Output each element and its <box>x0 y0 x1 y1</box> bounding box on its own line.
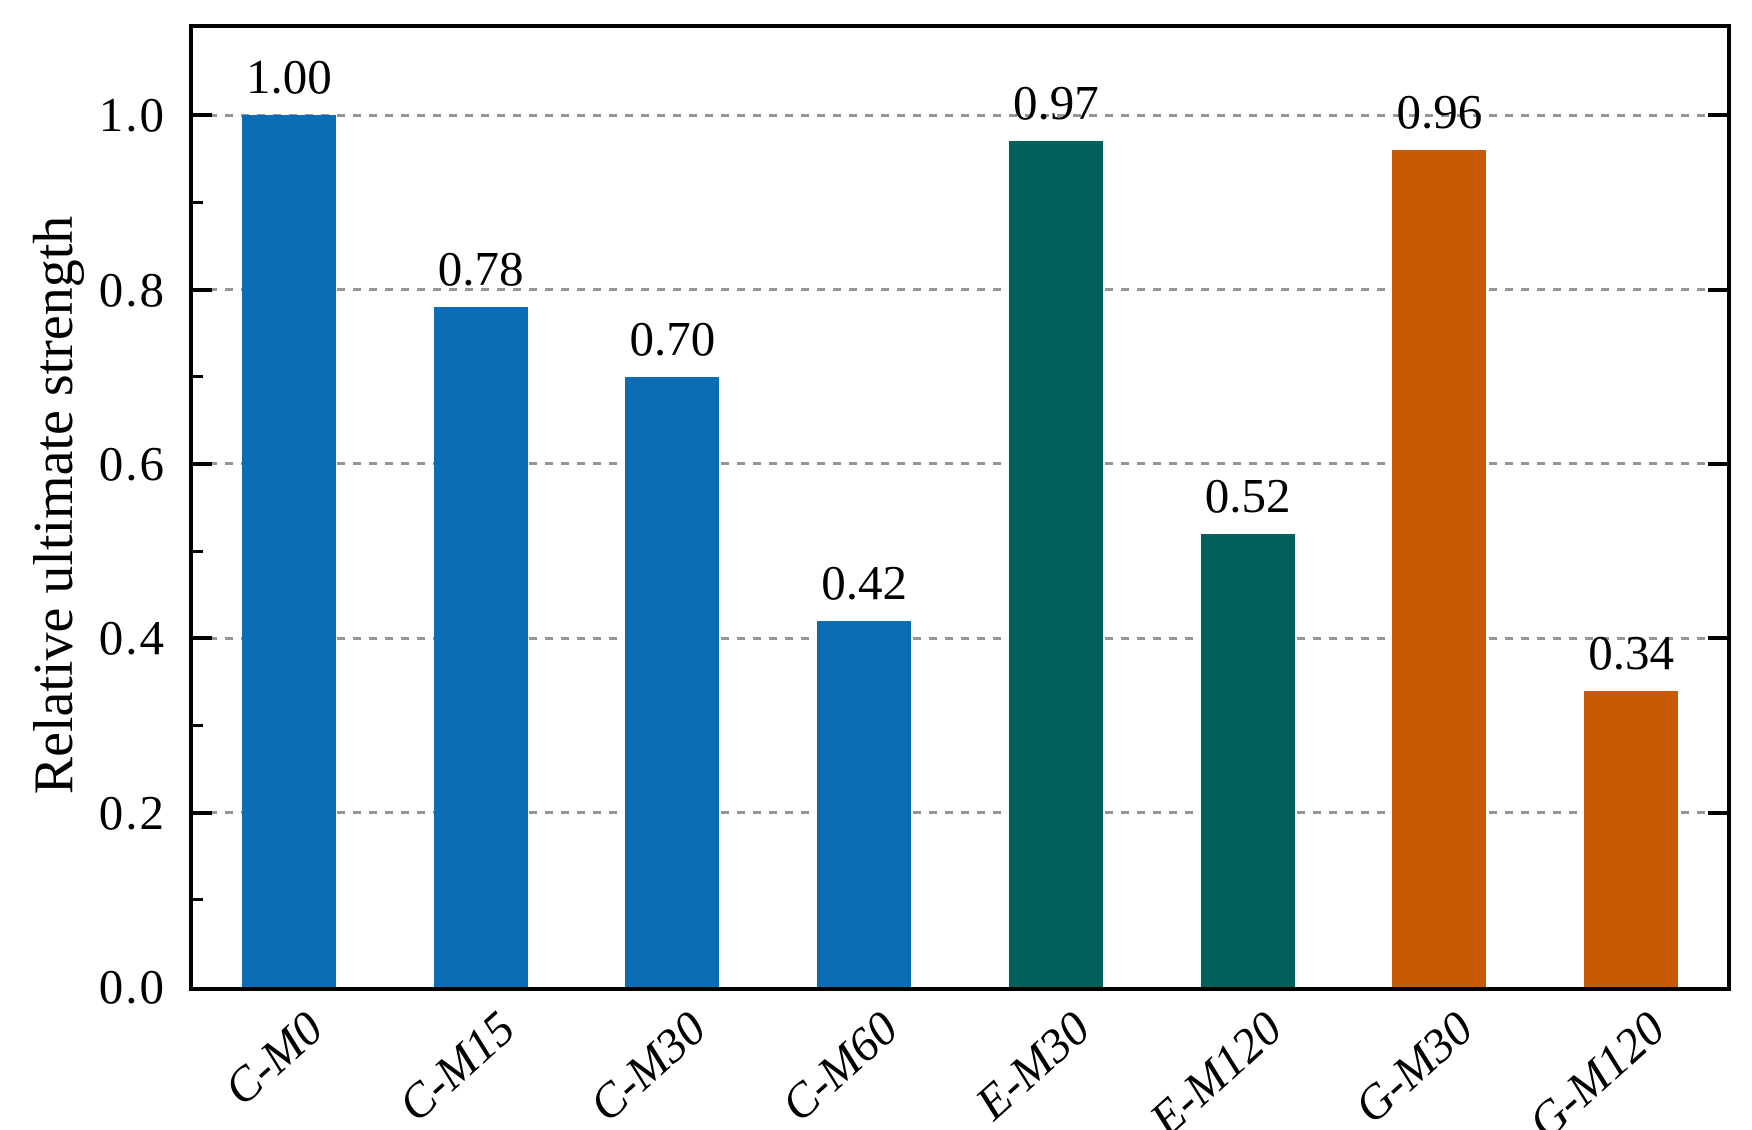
y-minor-tick-0.7 <box>193 375 203 379</box>
gridline-1 <box>193 113 1727 117</box>
x-tick-label-E-M120: E-M120 <box>1139 1001 1292 1130</box>
x-tick-label-E-M30: E-M30 <box>965 1001 1101 1130</box>
bar-E-M120 <box>1200 533 1295 987</box>
y-major-tick-left-0.8 <box>193 287 212 292</box>
x-tick-label-G-M30: G-M30 <box>1345 1001 1484 1130</box>
bar-value-label-E-M120: 0.52 <box>1204 467 1291 523</box>
bar-value-label-C-M15: 0.78 <box>437 240 524 296</box>
bar-value-label-C-M0: 1.00 <box>246 49 332 105</box>
bar-G-M30 <box>1392 150 1487 987</box>
y-tick-label-1.0: 1.0 <box>98 87 166 143</box>
bar-value-label-C-M60: 0.42 <box>821 554 907 610</box>
x-tick-label-C-M0: C-M0 <box>214 1001 334 1116</box>
x-tick-label-C-M60: C-M60 <box>771 1001 909 1130</box>
y-major-tick-left-0.4 <box>193 636 212 641</box>
x-tick-label-C-M15: C-M15 <box>388 1001 525 1130</box>
bar-C-M60 <box>817 620 912 987</box>
bar-C-M0 <box>241 115 336 987</box>
y-tick-label-0.2: 0.2 <box>98 784 166 840</box>
y-major-tick-left-1.0 <box>193 113 212 118</box>
y-minor-tick-0.9 <box>193 200 203 204</box>
y-major-tick-left-0.2 <box>193 810 212 815</box>
y-tick-label-0.0: 0.0 <box>98 959 166 1014</box>
gridline-0.6 <box>193 462 1727 466</box>
bar-E-M30 <box>1008 141 1103 987</box>
y-tick-label-0.8: 0.8 <box>98 261 166 317</box>
gridline-0.8 <box>193 288 1727 292</box>
gridline-0.2 <box>193 811 1727 815</box>
y-major-tick-right-0.8 <box>1708 287 1727 292</box>
bar-C-M30 <box>625 376 720 987</box>
x-tick-label-G-M120: G-M120 <box>1518 1001 1676 1130</box>
y-major-tick-right-0.2 <box>1708 810 1727 815</box>
y-minor-tick-0.1 <box>193 898 203 902</box>
y-major-tick-right-0.4 <box>1708 636 1727 641</box>
y-tick-label-0.4: 0.4 <box>98 610 166 666</box>
bar-value-label-C-M30: 0.70 <box>629 310 716 366</box>
bar-C-M15 <box>433 306 528 987</box>
gridline-0.4 <box>193 636 1727 640</box>
y-major-tick-right-1.0 <box>1708 113 1727 118</box>
y-minor-tick-0.5 <box>193 549 203 553</box>
plot-area: 1.00 0.78 0.70 0.42 0.97 0.52 0.96 0.34 <box>189 24 1731 991</box>
bar-value-label-E-M30: 0.97 <box>1013 75 1099 131</box>
bar-G-M120 <box>1584 690 1679 987</box>
y-major-tick-right-0.6 <box>1708 461 1727 466</box>
y-minor-tick-0.3 <box>193 723 203 727</box>
y-major-tick-left-0.6 <box>193 461 212 466</box>
bar-value-label-G-M30: 0.96 <box>1396 84 1483 140</box>
bar-value-label-G-M120: 0.34 <box>1588 624 1674 680</box>
x-tick-label-C-M30: C-M30 <box>579 1001 717 1130</box>
y-tick-label-0.6: 0.6 <box>98 435 166 491</box>
